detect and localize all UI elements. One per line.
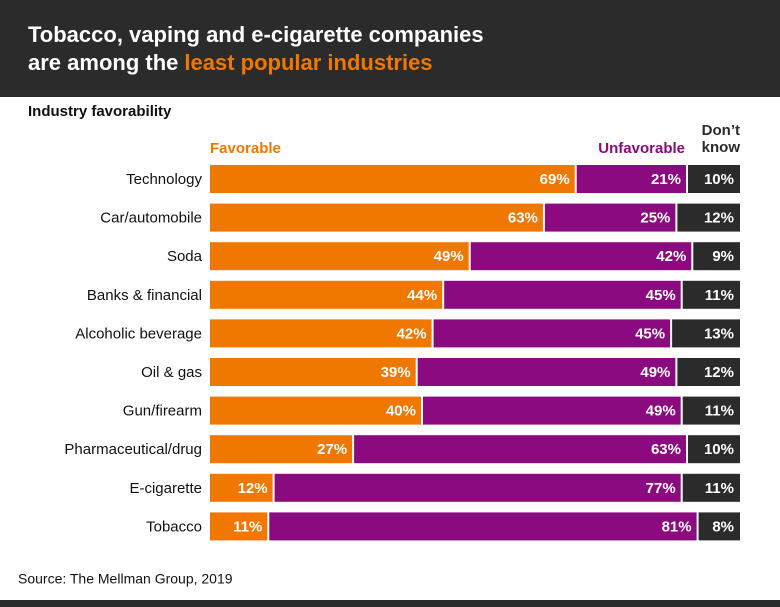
bar-segment — [210, 435, 353, 464]
source: Source: The Mellman Group, 2019 — [18, 571, 233, 587]
bar-segment — [433, 319, 671, 348]
bar-segment — [210, 165, 575, 193]
bar-segment — [210, 473, 273, 502]
value-label: 11% — [705, 403, 734, 420]
bar-segment — [693, 242, 740, 271]
bar-segment — [576, 165, 686, 193]
bar-segment — [210, 280, 443, 309]
value-label: 11% — [233, 518, 262, 535]
y-tick-label: Alcoholic beverage — [75, 325, 202, 342]
value-label: 11% — [705, 287, 734, 304]
value-label: 25% — [640, 210, 670, 227]
value-label: 77% — [646, 480, 676, 497]
y-tick-label: Banks & financial — [87, 287, 202, 304]
value-label: 8% — [712, 518, 734, 535]
y-tick-label: Tobacco — [146, 518, 202, 535]
value-label: 63% — [651, 441, 681, 458]
bar-segment — [682, 473, 740, 502]
y-tick-label: Car/automobile — [100, 210, 202, 227]
chart-title: Tobacco, vaping and e-cigarette companie… — [28, 22, 484, 47]
bar-segment — [210, 512, 268, 541]
bar-segment — [210, 242, 469, 271]
bar-segment — [698, 512, 740, 541]
y-tick-label: Technology — [126, 171, 202, 188]
value-label: 10% — [704, 171, 734, 188]
subtitle: Industry favorability — [28, 103, 172, 120]
legend-label: Unfavorable — [598, 140, 685, 157]
value-label: 42% — [656, 248, 686, 265]
value-label: 39% — [381, 364, 411, 381]
bar-segment — [444, 280, 681, 309]
value-label: 81% — [662, 518, 692, 535]
y-tick-label: E-cigarette — [129, 480, 202, 497]
bar-segment — [210, 319, 432, 348]
bar-segment — [354, 435, 686, 464]
value-label: 49% — [640, 364, 670, 381]
value-label: 11% — [705, 480, 734, 497]
value-label: 12% — [238, 480, 268, 497]
legend-label: Don’t know — [701, 122, 740, 156]
value-label: 45% — [646, 287, 676, 304]
bar-segment — [210, 203, 543, 232]
value-label: 10% — [704, 441, 734, 458]
y-tick-label: Gun/firearm — [123, 403, 202, 420]
chart-title-line: are among the least popular industries — [28, 50, 433, 75]
value-label: 12% — [704, 210, 734, 227]
bar-segment — [677, 358, 740, 386]
value-label: 9% — [712, 248, 734, 265]
bar-segment — [677, 203, 740, 232]
value-label: 13% — [704, 325, 734, 342]
value-label: 49% — [646, 403, 676, 420]
bar-segment — [688, 435, 740, 464]
y-tick-label: Pharmaceutical/drug — [64, 441, 202, 458]
value-label: 12% — [704, 364, 734, 381]
bar-segment — [688, 165, 740, 193]
bar-segment — [417, 358, 676, 386]
y-tick-label: Soda — [167, 248, 203, 265]
y-tick-label: Oil & gas — [141, 364, 202, 381]
bar-segment — [672, 319, 740, 348]
header-band — [0, 0, 780, 97]
value-label: 49% — [434, 248, 464, 265]
chart-title-part: are among the — [28, 50, 178, 75]
value-label: 21% — [651, 171, 681, 188]
value-label: 69% — [540, 171, 570, 188]
bar-segment — [210, 396, 421, 425]
legend-label: Favorable — [210, 140, 281, 157]
value-label: 42% — [397, 325, 427, 342]
footer-band — [0, 600, 780, 607]
bar-segment — [470, 242, 692, 271]
value-label: 27% — [317, 441, 347, 458]
value-label: 40% — [386, 403, 416, 420]
bar-segment — [210, 358, 416, 386]
bar-segment — [682, 280, 740, 309]
value-label: 45% — [635, 325, 665, 342]
chart-title-highlight: least popular industries — [184, 50, 432, 75]
bar-segment — [423, 396, 681, 425]
bar-segment — [682, 396, 740, 425]
bar-segment — [274, 473, 681, 502]
value-label: 44% — [407, 287, 437, 304]
value-label: 63% — [508, 210, 538, 227]
bar-segment — [269, 512, 697, 541]
bar-segment — [544, 203, 676, 232]
